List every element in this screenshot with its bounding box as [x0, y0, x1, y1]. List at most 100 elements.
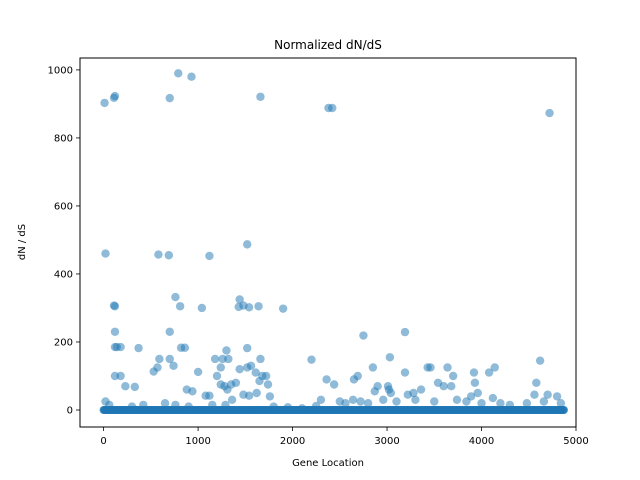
baseline-point: [559, 406, 568, 414]
data-point: [297, 404, 307, 413]
chart-title: Normalized dN/dS: [274, 38, 382, 52]
data-point: [490, 363, 499, 372]
data-point: [430, 397, 439, 406]
x-tick-label: 3000: [374, 436, 399, 447]
data-point: [307, 355, 316, 364]
data-point: [193, 367, 203, 377]
data-point: [256, 92, 265, 101]
data-point: [222, 346, 231, 355]
data-point: [110, 302, 120, 311]
data-point: [110, 91, 120, 101]
data-point: [473, 388, 482, 398]
data-point: [227, 395, 237, 404]
data-point: [235, 295, 244, 304]
data-point: [416, 385, 426, 394]
data-point: [552, 392, 562, 401]
data-point: [153, 363, 162, 372]
data-point: [110, 327, 120, 336]
data-point: [316, 395, 326, 404]
data-point: [116, 342, 125, 352]
data-point: [255, 376, 264, 386]
data-point: [373, 381, 382, 391]
data-point: [477, 398, 486, 408]
plot-area: [99, 69, 568, 414]
data-point: [532, 378, 541, 387]
data-point: [556, 398, 566, 408]
data-point: [470, 378, 480, 387]
data-point: [530, 390, 539, 399]
data-point: [134, 343, 143, 353]
data-point: [379, 395, 388, 404]
data-point: [184, 402, 193, 411]
y-tick-label: 0: [67, 405, 73, 416]
data-point: [311, 401, 321, 411]
data-point: [539, 397, 549, 406]
data-point: [130, 382, 139, 392]
data-point: [169, 361, 178, 370]
data-point: [160, 398, 170, 408]
data-point: [216, 363, 225, 372]
data-point: [496, 398, 505, 408]
data-point: [105, 400, 114, 410]
data-point: [256, 354, 265, 364]
plot-frame: [79, 57, 577, 428]
data-point: [224, 354, 233, 364]
data-point: [505, 400, 515, 410]
data-point: [210, 354, 220, 364]
data-point: [447, 381, 456, 391]
data-point: [212, 371, 222, 381]
x-tick-label: 0: [100, 436, 106, 447]
data-point: [171, 400, 180, 410]
data-point: [154, 250, 163, 259]
data-point: [244, 303, 254, 312]
data-point: [246, 361, 256, 370]
x-axis: 0 1000 2000 3000 4000 5000: [100, 427, 589, 447]
data-point: [462, 397, 471, 406]
x-tick-label: 4000: [469, 436, 494, 447]
data-point: [155, 354, 164, 364]
data-point: [180, 343, 190, 352]
data-point: [452, 395, 462, 404]
data-point: [121, 381, 130, 391]
data-point: [439, 381, 448, 391]
data-point: [261, 371, 271, 381]
data-point: [411, 395, 420, 404]
data-point: [522, 398, 532, 408]
data-point: [243, 240, 252, 249]
x-tick-label: 2000: [280, 436, 305, 447]
data-point: [385, 353, 395, 362]
data-point: [400, 368, 410, 377]
data-point: [448, 371, 458, 381]
data-point: [488, 393, 498, 403]
data-point: [188, 387, 197, 396]
data-point: [368, 363, 378, 372]
data-point: [171, 292, 180, 302]
data-point: [205, 391, 214, 400]
data-point: [208, 400, 217, 410]
y-tick-label: 600: [54, 201, 73, 212]
data-point: [187, 72, 196, 81]
data-point: [252, 388, 261, 398]
data-point: [348, 395, 358, 404]
data-point: [231, 378, 241, 387]
data-point: [400, 327, 410, 337]
data-point: [356, 397, 365, 406]
data-point: [278, 304, 288, 313]
data-point: [353, 371, 362, 381]
data-point: [100, 98, 109, 108]
data-point: [329, 380, 339, 389]
y-tick-label: 200: [54, 337, 73, 348]
data-point: [197, 303, 207, 313]
y-tick-label: 1000: [48, 65, 73, 76]
data-point: [341, 398, 350, 408]
data-point: [101, 249, 110, 258]
data-point: [244, 391, 254, 400]
y-tick-label: 400: [54, 269, 73, 280]
data-point: [165, 354, 174, 364]
y-tick-label: 800: [54, 133, 73, 144]
data-point: [363, 398, 373, 408]
data-point: [484, 368, 494, 377]
data-point: [283, 403, 293, 412]
y-axis-label: dN / dS: [17, 224, 28, 260]
